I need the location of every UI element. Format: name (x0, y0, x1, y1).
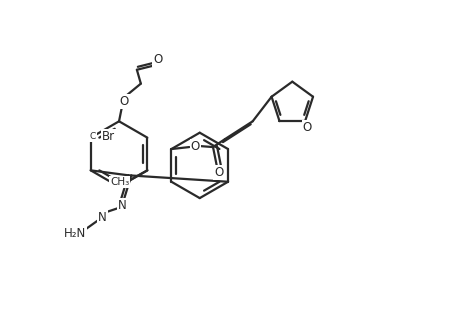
Text: Br: Br (102, 130, 115, 143)
Text: N: N (118, 199, 127, 212)
Text: O: O (191, 140, 200, 153)
Text: O: O (120, 95, 128, 108)
Text: H₂N: H₂N (64, 227, 86, 240)
Text: O: O (303, 121, 312, 133)
Text: C: C (90, 132, 96, 141)
Text: CH₃: CH₃ (110, 177, 129, 187)
Text: O: O (214, 166, 224, 179)
Text: O: O (153, 53, 163, 66)
Text: N: N (98, 211, 107, 224)
